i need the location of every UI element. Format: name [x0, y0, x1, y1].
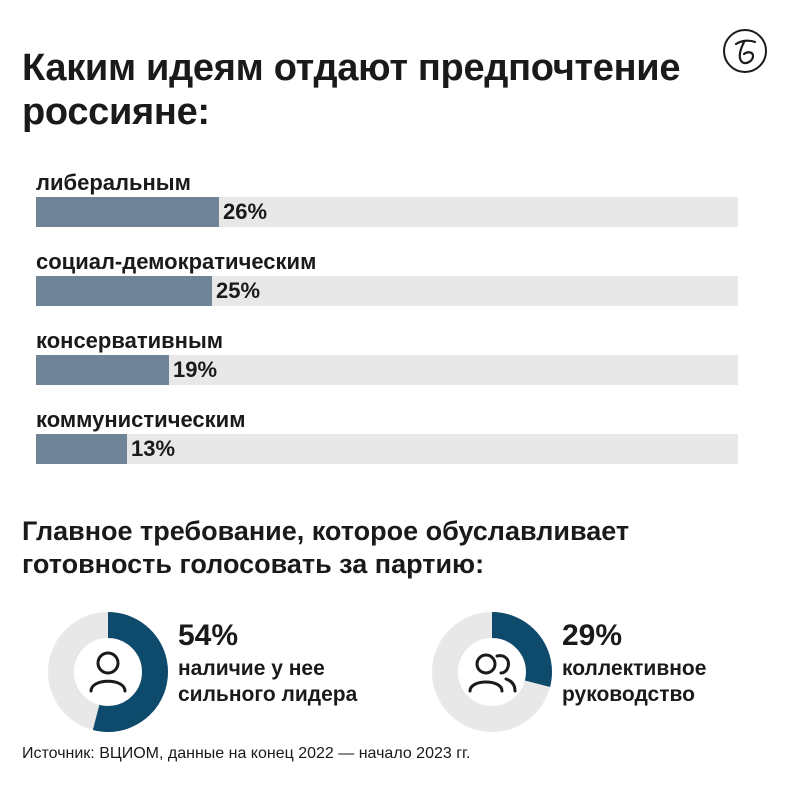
bar-track: 26%: [36, 197, 738, 227]
bar-track: 25%: [36, 276, 738, 306]
donut-slice: [432, 612, 552, 732]
bar-category-label: либеральным: [36, 170, 191, 195]
donut-chart: [432, 612, 552, 732]
bar: [36, 434, 127, 464]
group-icon: [468, 653, 517, 693]
bar: [36, 276, 212, 306]
logo-icon: [723, 29, 767, 73]
donut-value-label: 54%: [178, 619, 239, 652]
person-icon: [89, 651, 127, 693]
donut-category-label: коллективное руководство: [562, 657, 707, 706]
donut-slice: [48, 612, 168, 732]
page-title: Каким идеям отдают предпочтение россияне…: [22, 47, 681, 133]
source-note: Источник: ВЦИОМ, данные на конец 2022 — …: [22, 745, 471, 762]
bar-value-label: 26%: [223, 199, 268, 224]
donut-chart: [48, 612, 168, 732]
bar-category-label: социал-демократическим: [36, 249, 317, 274]
donut-value-label: 29%: [562, 619, 623, 652]
bar-value-label: 19%: [173, 357, 218, 382]
bar-category-label: консервативным: [36, 328, 223, 353]
bar-track: 19%: [36, 355, 738, 385]
bar-track: 13%: [36, 434, 738, 464]
bar-category-label: коммунистическим: [36, 407, 246, 432]
bar: [36, 355, 169, 385]
donut-category-label: наличие у нее сильного лидера: [178, 657, 358, 706]
donut-section-title: Главное требование, которое обуславливае…: [22, 516, 630, 579]
bar-value-label: 25%: [216, 278, 261, 303]
bar: [36, 197, 219, 227]
bar-value-label: 13%: [131, 436, 176, 461]
bar-chart: либеральным 26% социал-демократическим 25% к…: [36, 170, 738, 464]
